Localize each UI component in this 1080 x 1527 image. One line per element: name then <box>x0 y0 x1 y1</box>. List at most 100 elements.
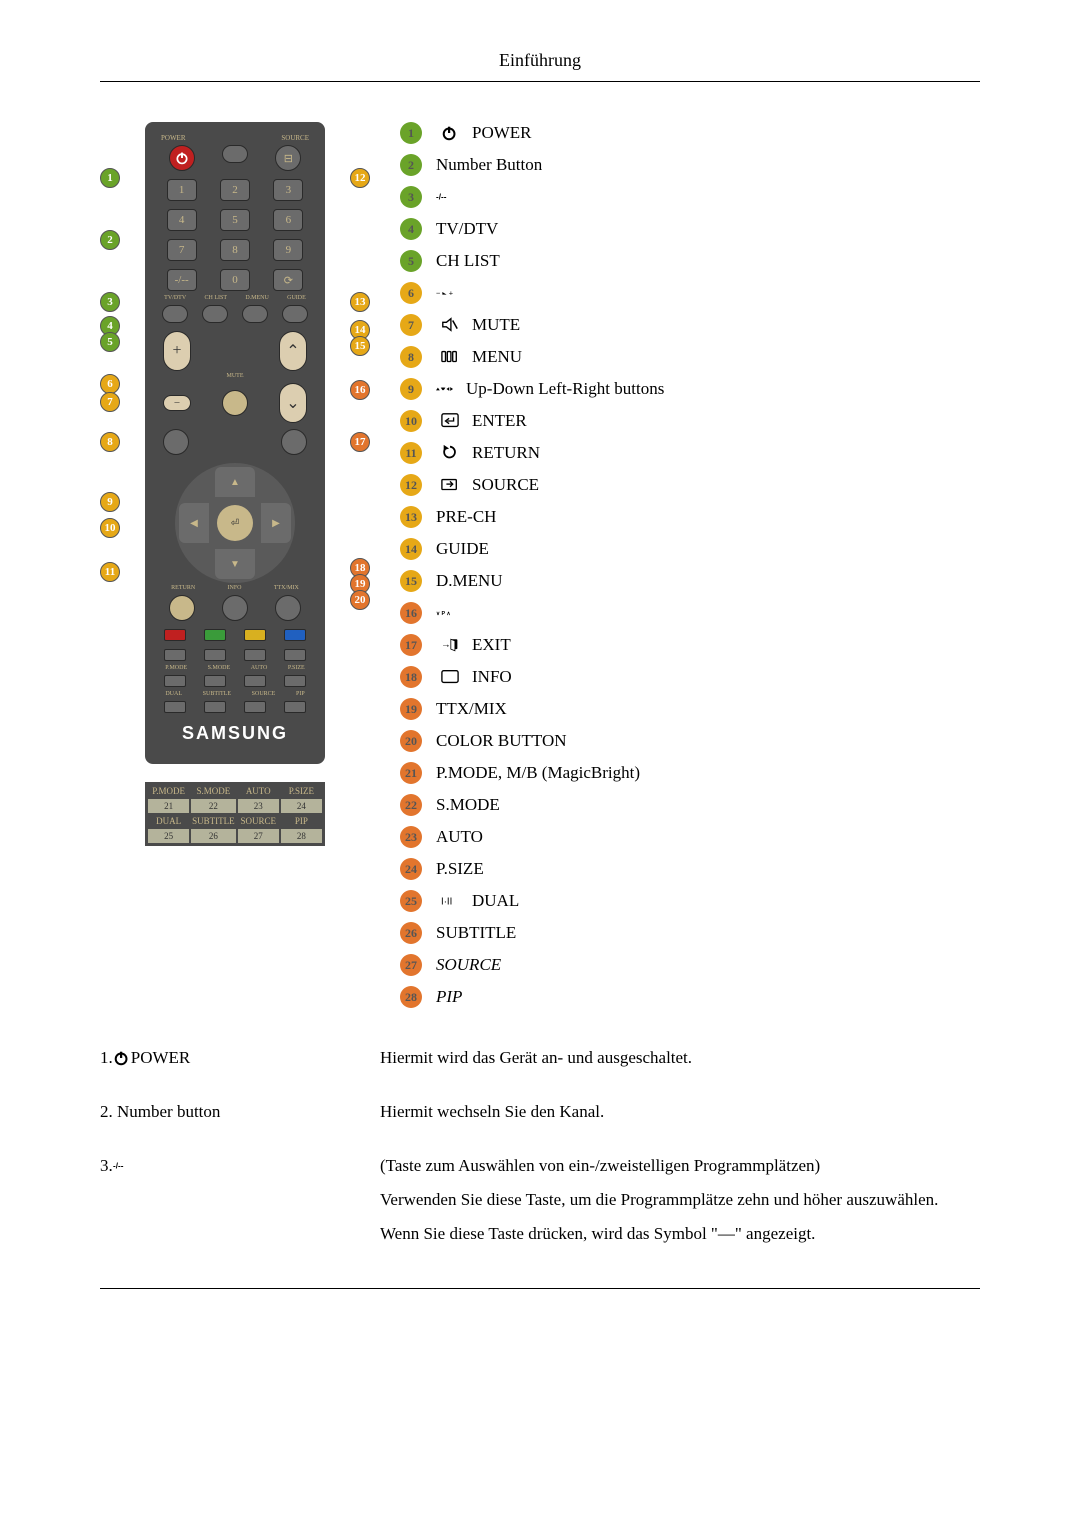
dpad-up[interactable]: ▲ <box>215 467 255 497</box>
list-item-23: 23AUTO <box>400 826 980 848</box>
desc-label: 2. Number button <box>100 1102 380 1122</box>
mute-icon <box>436 316 464 334</box>
fn-btn[interactable] <box>204 701 226 713</box>
item-text: INFO <box>472 667 512 687</box>
dpad-left[interactable]: ◀ <box>179 503 209 543</box>
fn-btn[interactable] <box>204 675 226 687</box>
item-text: P.SIZE <box>436 859 484 879</box>
fn-btn[interactable] <box>244 701 266 713</box>
page-footer <box>100 1288 980 1298</box>
num-2[interactable]: 2 <box>220 179 250 201</box>
item-text: TV/DTV <box>436 219 498 239</box>
num-3[interactable]: 3 <box>273 179 303 201</box>
num-9[interactable]: 9 <box>273 239 303 261</box>
fn-btn[interactable] <box>164 675 186 687</box>
vol-plus[interactable]: + <box>163 331 191 371</box>
list-item-3: 3 <box>400 186 980 208</box>
num-⟳[interactable]: ⟳ <box>273 269 303 291</box>
header-title: Einführung <box>499 50 581 70</box>
callout-10: 10 <box>100 518 120 538</box>
dpad-right[interactable]: ▶ <box>261 503 291 543</box>
legend-block: P.MODES.MODEAUTOP.SIZE21222324DUALSUBTIT… <box>145 782 325 846</box>
callout-13: 13 <box>350 292 370 312</box>
arrows-icon <box>436 380 454 398</box>
item-text: SUBTITLE <box>436 923 516 943</box>
item-text: GUIDE <box>436 539 489 559</box>
remote-control: POWER SOURCE ⊟ 123456789-/--0⟳ TV/DTVCH … <box>145 122 325 764</box>
num-5[interactable]: 5 <box>220 209 250 231</box>
exit-icon <box>436 636 464 654</box>
item-text: MUTE <box>472 315 520 335</box>
prech-button[interactable] <box>281 429 307 455</box>
fn-btn[interactable] <box>284 701 306 713</box>
list-item-8: 8MENU <box>400 346 980 368</box>
list-item-24: 24 P.SIZE <box>400 858 980 880</box>
list-item-6: 6 <box>400 282 980 304</box>
remote-column: POWER SOURCE ⊟ 123456789-/--0⟳ TV/DTVCH … <box>100 122 370 1018</box>
item-text: S.MODE <box>436 795 500 815</box>
return-icon <box>436 444 464 462</box>
list-item-18: 18INFO <box>400 666 980 688</box>
dpad-down[interactable]: ▼ <box>215 549 255 579</box>
fn-btn[interactable] <box>164 649 186 661</box>
item-text: TTX/MIX <box>436 699 507 719</box>
badge-11: 11 <box>400 442 422 464</box>
fn-btn[interactable] <box>204 649 226 661</box>
badge-24: 24 <box>400 858 422 880</box>
list-item-14: 14GUIDE <box>400 538 980 560</box>
badge-27: 27 <box>400 954 422 976</box>
callout-1: 1 <box>100 168 120 188</box>
badge-9: 9 <box>400 378 422 400</box>
dmenu-button[interactable] <box>242 305 268 323</box>
fn-btn[interactable] <box>244 649 266 661</box>
list-item-1: 1POWER <box>400 122 980 144</box>
ch-up[interactable]: ⌃ <box>279 331 307 371</box>
list-item-10: 10ENTER <box>400 410 980 432</box>
callout-16: 16 <box>350 380 370 400</box>
num-1[interactable]: 1 <box>167 179 197 201</box>
chlist-button[interactable] <box>202 305 228 323</box>
brand-logo: SAMSUNG <box>155 723 315 744</box>
power-label: POWER <box>161 134 186 142</box>
badge-13: 13 <box>400 506 422 528</box>
item-text: SOURCE <box>436 955 501 975</box>
num-6[interactable]: 6 <box>273 209 303 231</box>
vol-minus[interactable]: − <box>163 395 191 411</box>
list-item-9: 9Up-Down Left-Right buttons <box>400 378 980 400</box>
source-button[interactable]: ⊟ <box>275 145 301 171</box>
fn-btn[interactable] <box>244 675 266 687</box>
mute-button[interactable]: ✕ <box>222 390 248 416</box>
list-item-5: 5 CH LIST <box>400 250 980 272</box>
guide-button[interactable] <box>282 305 308 323</box>
power-button[interactable] <box>169 145 195 171</box>
num-8[interactable]: 8 <box>220 239 250 261</box>
fn-btn[interactable] <box>164 701 186 713</box>
descriptions: 1. POWERHiermit wird das Gerät an- und a… <box>100 1048 980 1258</box>
ch-down[interactable]: ⌄ <box>279 383 307 423</box>
num-4[interactable]: 4 <box>167 209 197 231</box>
return-button[interactable]: ↶ <box>169 595 195 621</box>
badge-5: 5 <box>400 250 422 272</box>
badge-6: 6 <box>400 282 422 304</box>
badge-25: 25 <box>400 890 422 912</box>
num-0[interactable]: 0 <box>220 269 250 291</box>
menu-button[interactable] <box>163 429 189 455</box>
list-item-25: 25DUAL <box>400 890 980 912</box>
ttx-button[interactable] <box>275 595 301 621</box>
num--/--[interactable]: -/-- <box>167 269 197 291</box>
badge-3: 3 <box>400 186 422 208</box>
badge-8: 8 <box>400 346 422 368</box>
tvdtv-button[interactable] <box>162 305 188 323</box>
item-text: CH LIST <box>436 251 500 271</box>
badge-20: 20 <box>400 730 422 752</box>
item-text: PIP <box>436 987 462 1007</box>
list-item-16: 16 <box>400 602 980 624</box>
callout-15: 15 <box>350 336 370 356</box>
fn-btn[interactable] <box>284 649 306 661</box>
callout-20: 20 <box>350 590 370 610</box>
info-button[interactable] <box>222 595 248 621</box>
fn-btn[interactable] <box>284 675 306 687</box>
enter-button[interactable]: ⏎ <box>217 505 253 541</box>
list-item-17: 17EXIT <box>400 634 980 656</box>
num-7[interactable]: 7 <box>167 239 197 261</box>
